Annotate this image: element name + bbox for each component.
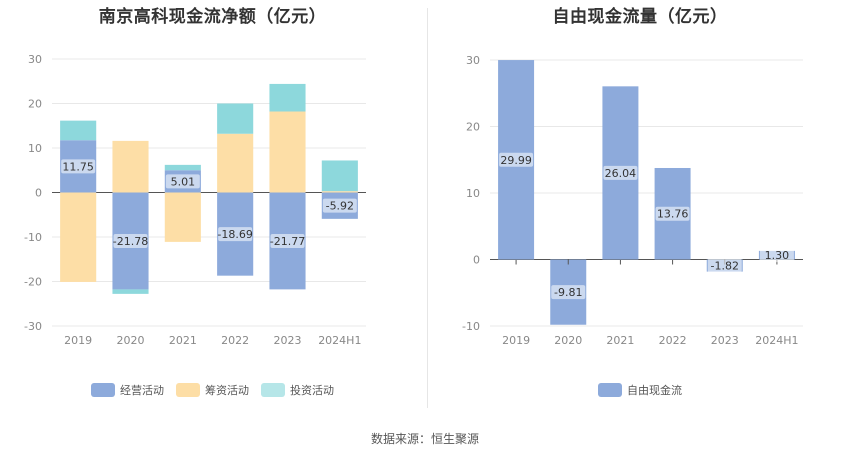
y-tick-label: -10	[462, 320, 480, 333]
bar-投资活动-2020[interactable]	[112, 289, 149, 294]
bar-投资活动-2024H1[interactable]	[321, 160, 358, 192]
x-tick-label: 2023	[274, 334, 302, 347]
y-tick-label: -20	[24, 276, 42, 289]
data-label-bg	[61, 159, 96, 174]
y-tick-label: -30	[24, 320, 42, 333]
data-label: -18.69	[217, 228, 252, 241]
left-chart-title: 南京高科现金流净额（亿元）	[98, 7, 327, 27]
data-label: 29.99	[500, 154, 531, 167]
bar-筹资活动-2023[interactable]	[269, 111, 306, 193]
y-tick-label: 0	[35, 187, 42, 200]
data-label-bg	[322, 198, 357, 213]
bar-投资活动-2022[interactable]	[217, 103, 254, 134]
left-chart-svg: 30 20 10 0 -10 -20 -30 11.75 -21.78 5.01 -18.69 -21…	[24, 53, 366, 347]
x-tick-label: 2024H1	[755, 334, 798, 347]
legend-item-financing[interactable]: 筹资活动	[176, 382, 249, 398]
right-legend: 自由现金流	[430, 382, 850, 398]
data-label-bg	[165, 174, 200, 189]
legend-swatch-financing	[176, 383, 200, 397]
data-label-bg	[759, 248, 794, 263]
legend-label-free-cash-flow: 自由现金流	[627, 384, 682, 397]
legend-swatch-investing	[261, 383, 285, 397]
bar-筹资活动-2020[interactable]	[112, 140, 149, 193]
data-label: -21.77	[270, 235, 305, 248]
data-label-bg	[270, 233, 305, 248]
y-tick-label: 10	[466, 187, 480, 200]
left-legend: 经营活动 筹资活动 投资活动	[0, 382, 425, 398]
data-source-footer: 数据来源：恒生聚源	[370, 432, 479, 446]
legend-item-free-cash-flow[interactable]: 自由现金流	[598, 382, 682, 398]
legend-label-operating: 经营活动	[120, 384, 164, 397]
left-chart-panel: 南京高科现金流净额（亿元） 30 20 10 0 -10 -20 -30 11.75 -21.7…	[0, 0, 425, 420]
legend-item-investing[interactable]: 投资活动	[261, 382, 334, 398]
data-label-bg	[551, 285, 586, 300]
legend-item-operating[interactable]: 经营活动	[91, 382, 164, 398]
y-tick-label: 20	[28, 98, 42, 111]
bar-筹资活动-2021[interactable]	[164, 192, 201, 242]
y-tick-label: 30	[28, 53, 42, 66]
data-label: 13.76	[657, 208, 689, 221]
panel-divider	[427, 8, 428, 408]
bar-投资活动-2021[interactable]	[164, 164, 201, 171]
data-label-bg	[218, 227, 253, 242]
data-label: 11.75	[62, 160, 94, 173]
legend-label-investing: 投资活动	[290, 384, 334, 397]
y-tick-label: 0	[473, 254, 480, 267]
x-tick-label: 2019	[502, 334, 530, 347]
x-tick-label: 2020	[554, 334, 582, 347]
legend-swatch-free-cash-flow	[598, 383, 622, 397]
data-label: 26.04	[605, 167, 637, 180]
x-tick-label: 2023	[711, 334, 739, 347]
data-label: -1.82	[711, 260, 739, 273]
data-label-bg	[655, 206, 690, 221]
data-label: 5.01	[171, 175, 196, 188]
right-chart-title: 自由现金流量（亿元）	[552, 7, 728, 27]
data-label-bg	[707, 258, 742, 273]
bar-筹资活动-2022[interactable]	[217, 133, 254, 193]
x-tick-label: 2022	[659, 334, 687, 347]
legend-label-financing: 筹资活动	[205, 384, 249, 397]
data-label: 1.30	[765, 249, 790, 262]
x-tick-label: 2022	[221, 334, 249, 347]
data-label-bg	[499, 152, 534, 167]
x-tick-label: 2020	[117, 334, 145, 347]
x-tick-label: 2021	[606, 334, 634, 347]
data-label: -5.92	[326, 200, 354, 213]
data-label-bg	[113, 233, 148, 248]
y-tick-label: 10	[28, 142, 42, 155]
right-chart-svg: 30 20 10 0 -10 29.99 -9.81 26.04 13.76 -1.82 1.30 2…	[462, 54, 803, 347]
data-label: -9.81	[554, 286, 582, 299]
bar-投资活动-2023[interactable]	[269, 83, 306, 112]
y-tick-label: -10	[24, 231, 42, 244]
x-tick-label: 2019	[64, 334, 92, 347]
legend-swatch-operating	[91, 383, 115, 397]
x-tick-label: 2021	[169, 334, 197, 347]
y-tick-label: 30	[466, 54, 480, 67]
right-chart-panel: 自由现金流量（亿元） 30 20 10 0 -10 29.99 -9.81 26.04 13.7…	[430, 0, 850, 420]
bar-投资活动-2019[interactable]	[60, 120, 97, 141]
x-tick-label: 2024H1	[318, 334, 361, 347]
bar-筹资活动-2019[interactable]	[60, 192, 97, 282]
data-label: -21.78	[113, 235, 148, 248]
data-label-bg	[603, 165, 638, 180]
y-tick-label: 20	[466, 121, 480, 134]
bar-筹资活动-2024H1[interactable]	[321, 191, 358, 193]
